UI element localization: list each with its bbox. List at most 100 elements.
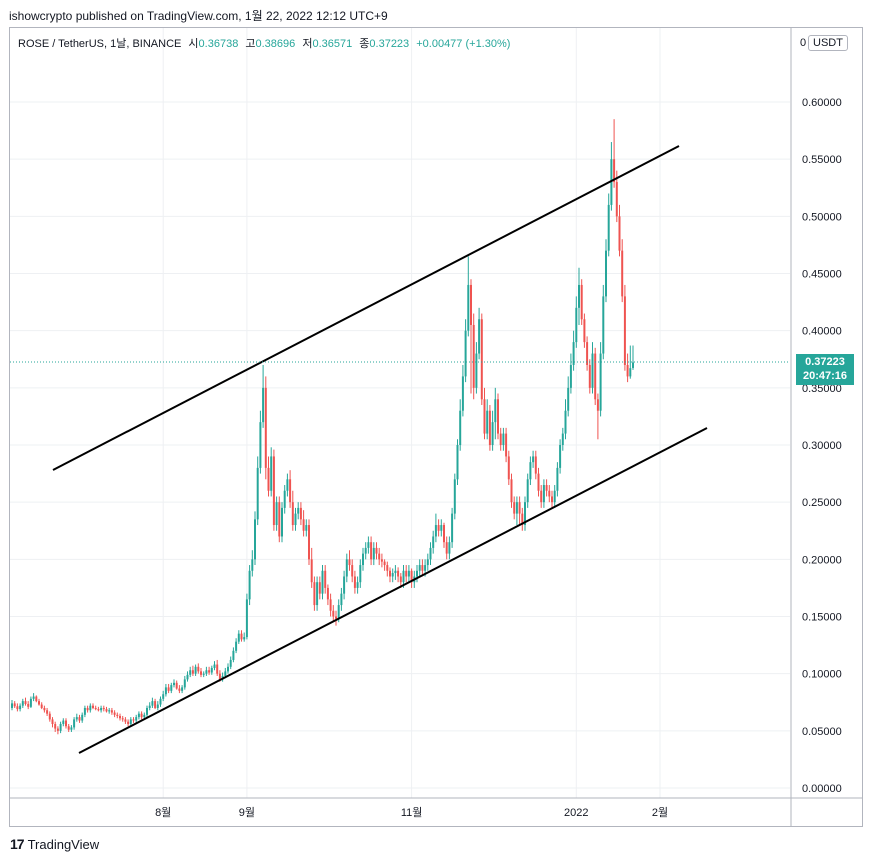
candle-body: [154, 701, 157, 708]
brand-name: TradingView: [27, 836, 100, 852]
y-tick-label: 0.55000: [802, 154, 842, 166]
candle-body: [73, 719, 76, 728]
candle-body: [459, 410, 462, 446]
candle-body: [13, 703, 16, 707]
candle-body: [216, 664, 219, 674]
candle-body: [551, 496, 553, 503]
candle-body: [472, 324, 475, 388]
candle-body: [48, 713, 51, 720]
candle-body: [564, 410, 567, 434]
y-tick-label: 0.05000: [802, 726, 842, 738]
current-price-label: 0.37223 20:47:16: [796, 354, 854, 385]
candle-body: [335, 616, 337, 619]
candle-body: [178, 688, 181, 691]
candle-body: [156, 704, 159, 708]
candle-body: [137, 713, 140, 718]
candle-body: [632, 362, 634, 368]
candle-body: [213, 664, 216, 668]
upper-trendline[interactable]: [52, 145, 680, 471]
candle-body: [424, 565, 427, 571]
candle-body: [59, 723, 62, 731]
x-tick-label: 8월: [155, 806, 171, 819]
y-tick-label: 0.25000: [802, 497, 842, 509]
y-tick-label: 0.15000: [802, 612, 842, 624]
candle-body: [362, 553, 364, 566]
candle-body: [451, 513, 454, 543]
candle-body: [210, 667, 213, 673]
candle-body: [345, 559, 348, 577]
candle-body: [186, 674, 189, 680]
candle-body: [183, 679, 186, 688]
candle-body: [613, 159, 616, 183]
y-tick-label: 0.60000: [802, 97, 842, 109]
candle-body: [505, 433, 508, 457]
candle-body: [526, 479, 529, 503]
candle-body: [383, 561, 386, 566]
candle-body: [19, 705, 22, 710]
candle-body: [502, 433, 505, 446]
candle-body: [467, 284, 470, 331]
candle-body: [308, 525, 310, 560]
candle-body: [29, 698, 32, 707]
candle-body: [478, 319, 481, 354]
candle-body: [618, 216, 621, 251]
candle-body: [542, 485, 545, 503]
candle-body: [245, 599, 248, 638]
candle-body: [43, 707, 46, 711]
candle-body: [116, 714, 119, 716]
tradingview-logo[interactable]: 17 TradingView: [10, 836, 99, 852]
candle-body: [583, 319, 586, 343]
candle-body: [364, 547, 367, 554]
candle-body: [405, 570, 408, 577]
candle-body: [507, 456, 510, 480]
candle-body: [445, 542, 448, 554]
candle-body: [497, 399, 499, 434]
candle-body: [159, 698, 162, 705]
candle-body: [529, 462, 532, 480]
candle-body: [394, 570, 397, 574]
candle-body: [367, 542, 370, 548]
candle-body: [229, 659, 232, 667]
current-price-value: 0.37223: [805, 356, 845, 368]
candle-body: [113, 712, 116, 715]
candle-body: [437, 525, 440, 531]
candle-body: [148, 705, 151, 708]
candle-body: [27, 703, 30, 707]
candle-body: [232, 650, 235, 660]
candle-body: [518, 502, 521, 514]
candle-body: [40, 704, 43, 708]
candle-body: [135, 717, 138, 721]
candle-body: [548, 490, 551, 497]
candle-body: [235, 641, 238, 651]
candle-body: [545, 485, 548, 491]
candle-body: [92, 705, 94, 708]
candle-body: [205, 670, 208, 674]
x-tick-label: 2월: [652, 806, 668, 819]
candle-body: [24, 701, 27, 704]
candle-body: [599, 353, 602, 411]
candle-body: [62, 720, 65, 724]
symbol-legend[interactable]: ROSE / TetherUS, 1날, BINANCE 시0.36738 고0…: [18, 35, 510, 51]
candle-body: [461, 376, 464, 411]
candle-body: [389, 570, 391, 577]
candle-body: [407, 570, 410, 577]
candle-body: [372, 547, 375, 560]
candle-body: [329, 599, 332, 611]
lower-trendline[interactable]: [78, 427, 708, 754]
y-axis-ticks: 0.60000 0.55000 0.50000 0.45000 0.40000 0.350…: [802, 97, 842, 795]
candle-body: [480, 319, 483, 400]
candle-body: [475, 353, 478, 388]
high-label: 고: [245, 38, 256, 50]
candle-body: [281, 507, 283, 537]
candle-body: [181, 687, 184, 691]
candle-body: [189, 670, 192, 675]
x-axis-ticks: 8월 9월 11월 2022 2월: [155, 806, 668, 819]
candle-body: [272, 456, 275, 526]
candle-body: [11, 703, 13, 708]
candle-body: [569, 364, 572, 388]
candle-body: [434, 525, 437, 537]
candle-body: [448, 542, 451, 554]
candle-body: [375, 547, 378, 554]
currency-button[interactable]: USDT: [808, 35, 848, 51]
